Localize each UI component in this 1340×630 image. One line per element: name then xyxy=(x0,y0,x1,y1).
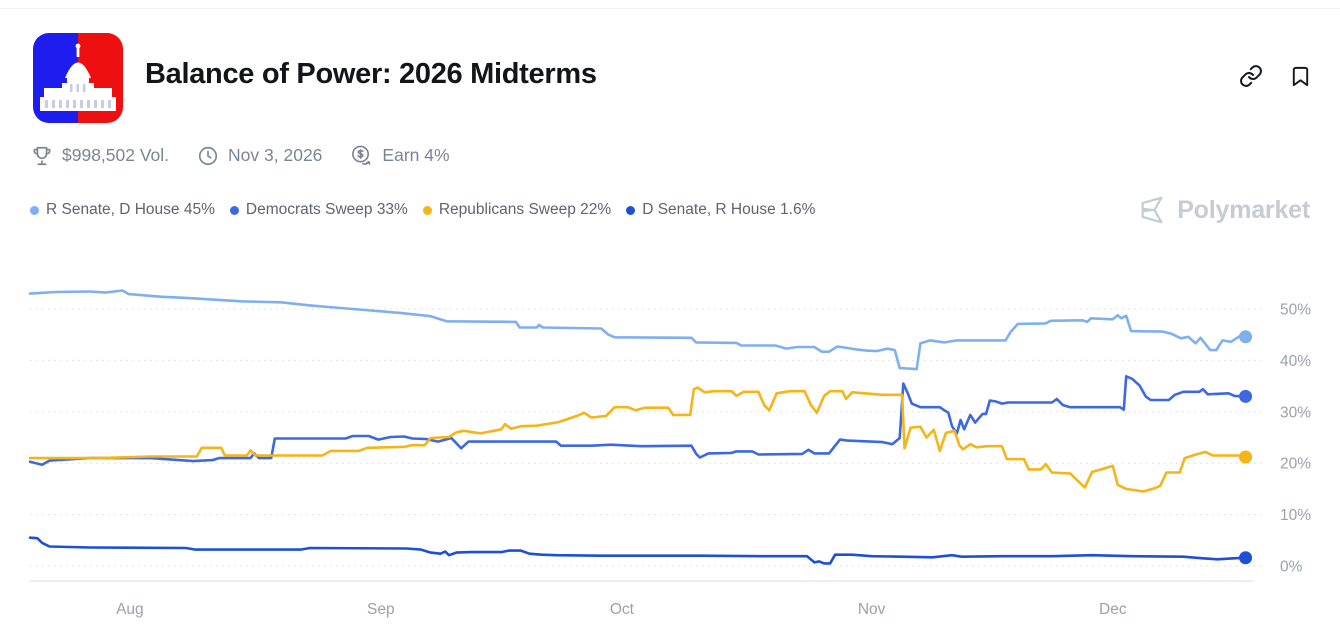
y-axis-labels: 50% 40% 30% 20% 10% 0% xyxy=(1280,302,1311,576)
legend-item-d-senate-r-house[interactable]: D Senate, R House 1.6% xyxy=(626,201,815,219)
capitol-icon xyxy=(33,33,123,123)
y-tick-label: 40% xyxy=(1280,353,1311,370)
legend-item-r-senate-d-house[interactable]: R Senate, D House 45% xyxy=(30,201,215,219)
copy-link-button[interactable] xyxy=(1239,64,1263,89)
legend-item-republicans-sweep[interactable]: Republicans Sweep 22% xyxy=(422,201,612,219)
watermark-text: Polymarket xyxy=(1177,195,1310,224)
series-line xyxy=(28,374,1247,467)
legend-dot-yellow xyxy=(422,205,432,215)
series-end-dot xyxy=(1239,330,1253,344)
x-tick-label: Oct xyxy=(610,601,635,618)
volume-stat: $998,502 Vol. xyxy=(31,145,169,167)
legend-dot-dark-blue xyxy=(626,205,636,215)
clock-icon xyxy=(198,146,218,165)
earn-dollar-icon xyxy=(352,145,371,165)
end-date-text: Nov 3, 2026 xyxy=(228,145,323,165)
series-end-dot xyxy=(1239,450,1253,464)
polymarket-watermark: Polymarket xyxy=(1137,194,1310,226)
legend-label: R Senate, D House 45% xyxy=(46,201,215,218)
series-line xyxy=(28,289,1247,371)
stats-row: $998,502 Vol. Nov 3, 2026 Earn 4% xyxy=(31,144,450,167)
page-title: Balance of Power: 2026 Midterms xyxy=(145,58,597,90)
volume-text: $998,502 Vol. xyxy=(62,145,170,165)
y-tick-label: 20% xyxy=(1280,456,1311,473)
series-line xyxy=(28,536,1247,565)
trophy-icon xyxy=(33,146,51,165)
y-tick-label: 10% xyxy=(1280,507,1311,524)
y-tick-label: 50% xyxy=(1280,302,1311,319)
legend-dot-blue xyxy=(229,205,239,215)
link-icon xyxy=(1240,65,1262,87)
series-end-dot xyxy=(1239,389,1253,403)
x-tick-label: Aug xyxy=(116,601,144,618)
series-end-dot xyxy=(1239,551,1253,565)
legend-dot-light-blue xyxy=(30,205,39,215)
x-tick-label: Sep xyxy=(367,601,395,618)
y-tick-label: 30% xyxy=(1280,404,1311,421)
legend-label: Democrats Sweep 33% xyxy=(245,201,408,218)
y-tick-label: 0% xyxy=(1280,559,1303,576)
series-line xyxy=(28,386,1247,493)
earn-stat: Earn 4% xyxy=(350,144,450,167)
bookmark-icon xyxy=(1292,66,1309,87)
legend-label: Republicans Sweep 22% xyxy=(438,201,612,218)
top-divider xyxy=(0,8,1340,9)
x-axis-labels: Aug Sep Oct Nov Dec xyxy=(116,601,1127,618)
polymarket-logo-icon xyxy=(1141,196,1163,224)
bookmark-button[interactable] xyxy=(1289,64,1312,89)
legend-item-democrats-sweep[interactable]: Democrats Sweep 33% xyxy=(229,201,408,219)
x-tick-label: Nov xyxy=(858,601,886,618)
event-capitol-icon xyxy=(33,33,123,123)
legend-label: D Senate, R House 1.6% xyxy=(642,201,816,218)
date-stat: Nov 3, 2026 xyxy=(197,145,322,167)
earn-text: Earn 4% xyxy=(382,145,450,165)
x-tick-label: Dec xyxy=(1099,601,1127,618)
chart-legend: R Senate, D House 45% Democrats Sweep 33… xyxy=(30,201,815,219)
